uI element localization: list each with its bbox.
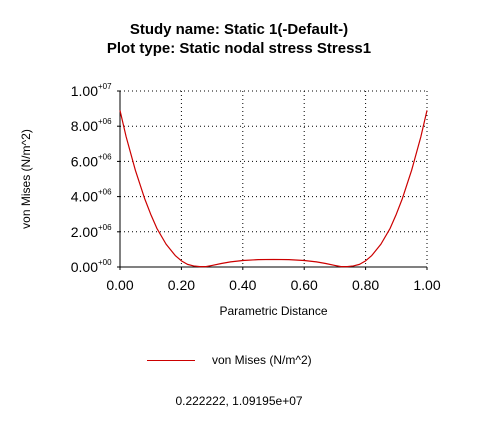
chart-grid [120,91,427,267]
y-axis-label: von Mises (N/m^2) [19,129,33,229]
chart-axes [120,91,427,267]
y-tick-exponent-2: +06 [98,188,112,197]
y-tick-exponent-3: +06 [98,152,112,161]
y-tick-label-1: 2.00 [71,224,98,240]
x-tick-label-2: 0.40 [229,277,256,293]
x-tick-label-3: 0.60 [291,277,318,293]
y-tick-label-0: 0.00 [71,259,98,275]
series-line-von-mises[interactable] [120,110,427,266]
y-tick-exponent-4: +06 [98,117,112,126]
chart-ticks: 0.00 +002.00 +064.00 +066.00 +068.00 +061.00 +… [71,82,441,293]
y-tick-exponent-5: +07 [98,82,112,91]
y-tick-exponent-1: +06 [98,223,112,232]
cursor-readout: 0.222222, 1.09195e+07 [0,394,478,408]
legend-label-von-mises: von Mises (N/m^2) [212,353,312,367]
legend-swatch-von-mises [147,360,195,361]
y-tick-label-2: 4.00 [71,189,98,205]
x-axis-label: Parametric Distance [219,304,327,318]
y-tick-exponent-0: +00 [98,258,112,267]
x-tick-label-1: 0.20 [168,277,195,293]
chart-series[interactable] [120,110,427,266]
chart-legend: von Mises (N/m^2) [147,352,312,368]
y-tick-label-3: 6.00 [71,153,98,169]
x-tick-label-5: 1.00 [413,277,440,293]
y-tick-label-4: 8.00 [71,118,98,134]
x-tick-label-4: 0.80 [352,277,379,293]
y-tick-label-5: 1.00 [71,83,98,99]
x-tick-label-0: 0.00 [106,277,133,293]
